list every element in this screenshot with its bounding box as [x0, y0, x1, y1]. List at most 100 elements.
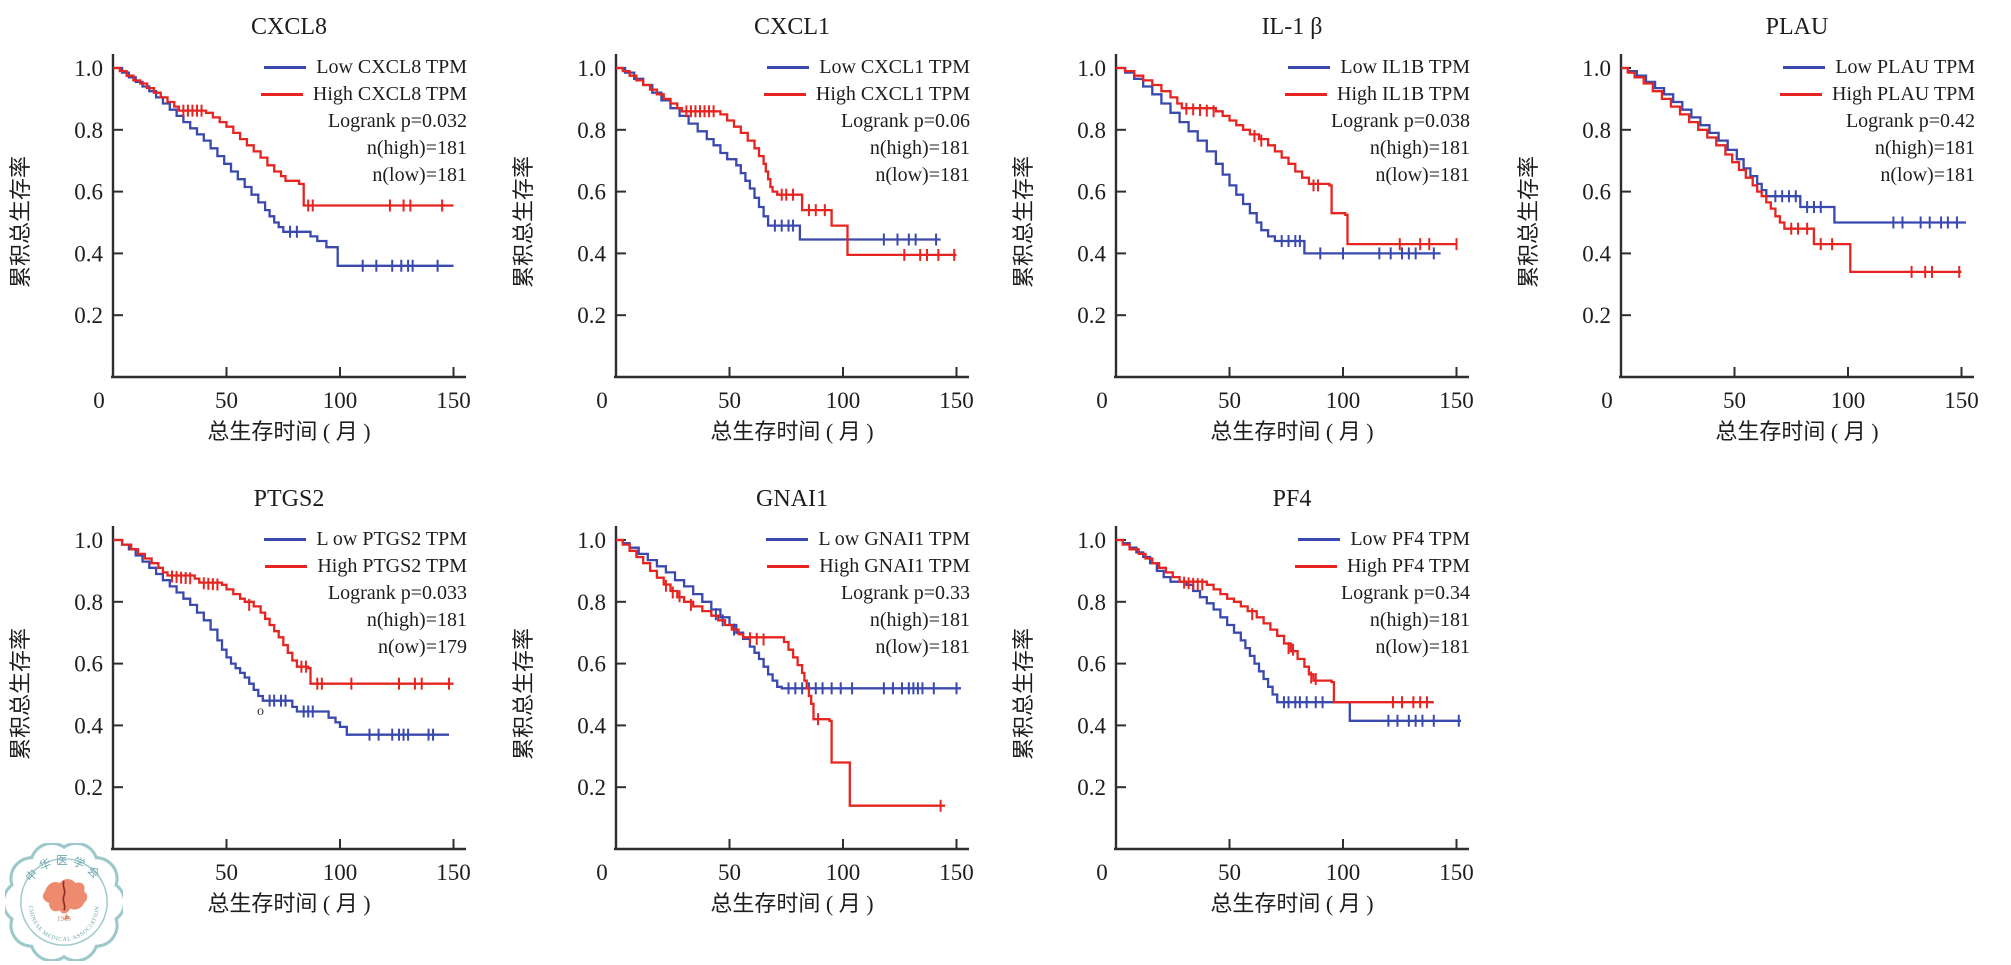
- x-tick-label: 150: [939, 388, 974, 413]
- y-tick-label: 0.4: [577, 241, 606, 266]
- x-axis-label: 总生存时间 ( 月 ): [1210, 419, 1373, 444]
- km-panel-cxcl8: CXCL8 1.0 0.8 0.6 0.4 0.2 0 50 100 150 总生存时间 ( 月 )…: [0, 0, 503, 493]
- y-axis-label: 累积总生存率: [8, 156, 33, 288]
- y-tick-label: 1.0: [74, 528, 103, 553]
- x-tick-label: 0: [1601, 388, 1613, 413]
- legend-row-low: Low CXCL8 TPM: [261, 54, 467, 81]
- plot-annotation: o: [257, 704, 264, 719]
- y-tick-label: 0.6: [1582, 180, 1611, 205]
- legend-high-label: High GNAI1 TPM: [819, 555, 970, 577]
- legend-n-low: n(low)=181: [1375, 164, 1470, 186]
- km-plot: IL-1 β 1.0 0.8 0.6 0.4 0.2 0 50 100 150 总生存时间 ( 月 …: [1011, 14, 1474, 444]
- legend-n-low: n(ow)=179: [377, 636, 467, 658]
- x-tick-label: 150: [939, 860, 974, 885]
- panel-title: GNAI1: [756, 486, 828, 512]
- legend-row-low: Low CXCL1 TPM: [764, 54, 970, 81]
- legend-n-low: n(low)=181: [875, 164, 970, 186]
- y-tick-label: 1.0: [1582, 56, 1611, 81]
- x-tick-label: 100: [826, 860, 861, 885]
- y-tick-label: 0.8: [74, 118, 103, 143]
- panel-title: PLAU: [1766, 14, 1829, 40]
- high-series-swatch: [1285, 93, 1328, 96]
- legend-high-label: High PLAU TPM: [1832, 83, 1975, 105]
- survival-curve-low: [616, 538, 961, 690]
- y-axis-label: 累积总生存率: [1516, 156, 1541, 288]
- x-tick-label: 100: [1326, 388, 1361, 413]
- x-tick-label: 50: [1218, 860, 1241, 885]
- x-tick-label: 50: [718, 388, 741, 413]
- y-tick-label: 0.2: [1582, 303, 1611, 328]
- survival-curve-high: [616, 538, 946, 807]
- legend-row-high: High GNAI1 TPM: [766, 553, 970, 580]
- km-panel-gnai1: GNAI1 1.0 0.8 0.6 0.4 0.2 0 50 100 150 总生存时间 ( 月 )…: [503, 472, 1006, 965]
- y-tick-label: 0.8: [1077, 590, 1106, 615]
- panel-title: PTGS2: [254, 486, 325, 512]
- x-tick-label: 50: [1723, 388, 1746, 413]
- panel-title: PF4: [1273, 486, 1312, 512]
- legend: Low CXCL1 TPM High CXCL1 TPM Logrank p=0…: [763, 54, 970, 189]
- legend-low-label: Low PLAU TPM: [1835, 56, 1975, 78]
- legend-row-low: Low PF4 TPM: [1295, 526, 1470, 553]
- legend-n-low: n(low)=181: [1880, 164, 1975, 186]
- low-series-swatch: [1288, 66, 1331, 69]
- y-tick-label: 0.6: [74, 652, 103, 677]
- y-tick-label: 0.6: [74, 180, 103, 205]
- survival-curve-high: [113, 66, 454, 207]
- legend-n-high: n(high)=181: [366, 137, 467, 159]
- legend-row-high: High PTGS2 TPM: [264, 553, 467, 580]
- km-plot: GNAI1 1.0 0.8 0.6 0.4 0.2 0 50 100 150 总生存时间 ( 月 )…: [511, 486, 974, 916]
- seal-staff-serpent-icon: [62, 880, 66, 911]
- legend-n-high: n(high)=181: [1874, 137, 1975, 159]
- x-tick-label: 0: [596, 388, 608, 413]
- y-tick-label: 0.6: [1077, 180, 1106, 205]
- x-tick-label: 100: [323, 860, 358, 885]
- survival-curve-high: [1621, 66, 1962, 274]
- x-tick-label: 0: [1096, 860, 1108, 885]
- x-tick-label: 100: [1326, 860, 1361, 885]
- legend-high-label: High IL1B TPM: [1337, 83, 1470, 105]
- km-plot: PF4 1.0 0.8 0.6 0.4 0.2 0 50 100 150 总生存时间 ( 月 ) 累积…: [1011, 486, 1474, 916]
- legend: Low PF4 TPM High PF4 TPM Logrank p=0.34 …: [1294, 526, 1470, 661]
- x-tick-label: 150: [1439, 860, 1474, 885]
- x-tick-label: 150: [1439, 388, 1474, 413]
- seal-china-map: [42, 879, 88, 914]
- x-axis-label: 总生存时间 ( 月 ): [207, 419, 370, 444]
- high-series-swatch: [265, 565, 308, 568]
- survival-curve-low: [1621, 66, 1966, 224]
- legend-n-high: n(high)=181: [366, 609, 467, 631]
- legend-row-high: High IL1B TPM: [1285, 81, 1470, 108]
- low-series-swatch: [1298, 538, 1341, 541]
- legend-low-label: Low IL1B TPM: [1340, 56, 1470, 78]
- y-axis-label: 累积总生存率: [8, 628, 33, 760]
- y-tick-label: 0.6: [577, 180, 606, 205]
- legend: L ow GNAI1 TPM High GNAI1 TPM Logrank p=…: [766, 526, 970, 661]
- y-tick-label: 0.8: [1077, 118, 1106, 143]
- legend-logrank: Logrank p=0.06: [840, 110, 970, 132]
- panel-title: CXCL8: [251, 14, 327, 40]
- legend-n-low: n(low)=181: [1375, 636, 1470, 658]
- legend-n-high: n(high)=181: [1369, 137, 1470, 159]
- legend-low-label: Low PF4 TPM: [1350, 528, 1470, 550]
- x-axis-label: 总生存时间 ( 月 ): [1210, 891, 1373, 916]
- legend-n-high: n(high)=181: [869, 137, 970, 159]
- x-tick-label: 100: [826, 388, 861, 413]
- legend-high-label: High CXCL8 TPM: [312, 83, 467, 105]
- km-plot: CXCL1 1.0 0.8 0.6 0.4 0.2 0 50 100 150 总生存时间 ( 月 )…: [511, 14, 974, 444]
- legend-low-label: L ow PTGS2 TPM: [316, 528, 467, 550]
- legend-logrank: Logrank p=0.038: [1330, 110, 1470, 132]
- seal-year: 1915: [57, 916, 71, 923]
- x-axis-label: 总生存时间 ( 月 ): [1715, 419, 1878, 444]
- legend-logrank: Logrank p=0.33: [840, 582, 970, 604]
- high-series-swatch: [767, 565, 810, 568]
- legend-row-high: High CXCL8 TPM: [260, 81, 467, 108]
- seal-inner-ring: [20, 858, 108, 946]
- km-panel-pf4: PF4 1.0 0.8 0.6 0.4 0.2 0 50 100 150 总生存时间 ( 月 ) 累积…: [1003, 472, 1506, 965]
- y-tick-label: 0.2: [74, 775, 103, 800]
- legend-logrank: Logrank p=0.032: [327, 110, 467, 132]
- legend: L ow PTGS2 TPM High PTGS2 TPM Logrank p=…: [264, 526, 467, 661]
- legend-logrank: Logrank p=0.033: [327, 582, 467, 604]
- y-axis-label: 累积总生存率: [1011, 156, 1036, 288]
- km-panel-il1: IL-1 β 1.0 0.8 0.6 0.4 0.2 0 50 100 150 总生存时间 ( 月 …: [1003, 0, 1506, 493]
- high-series-swatch: [763, 93, 806, 96]
